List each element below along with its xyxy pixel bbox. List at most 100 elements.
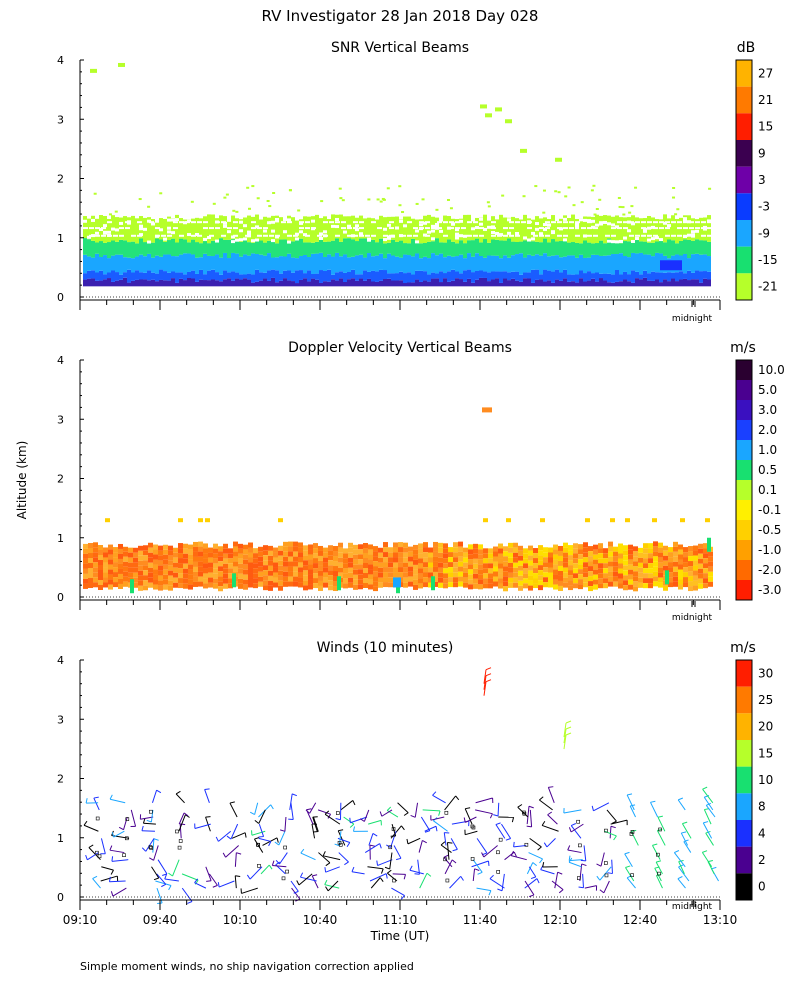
snr-cell xyxy=(435,238,439,256)
doppler-cell xyxy=(123,566,128,572)
doppler-cell xyxy=(448,552,453,558)
doppler-cell xyxy=(148,547,153,553)
doppler-cell xyxy=(663,550,668,556)
doppler-cell xyxy=(138,570,143,576)
snr-speckle xyxy=(567,186,571,189)
snr-gap xyxy=(251,227,256,230)
doppler-cell xyxy=(203,578,208,584)
snr-cell xyxy=(691,272,695,280)
wind-barb-flag xyxy=(222,852,227,858)
doppler-cell xyxy=(388,572,393,578)
wind-barb xyxy=(513,844,527,848)
snr-cell xyxy=(595,243,599,255)
doppler-cell xyxy=(268,575,273,581)
snr-gap xyxy=(443,234,448,237)
snr-cell xyxy=(655,279,659,287)
wind-barb-flag xyxy=(424,830,430,833)
snr-cell xyxy=(663,272,667,280)
snr-cell xyxy=(611,282,615,287)
doppler-cell xyxy=(358,564,363,570)
snr-gap xyxy=(255,238,259,242)
snr-cell xyxy=(351,269,355,279)
wind-barb-flag xyxy=(510,850,515,856)
doppler-cell xyxy=(168,570,173,576)
doppler-cell xyxy=(88,573,93,579)
snr-cloud-patch xyxy=(495,107,502,112)
doppler-cell xyxy=(413,554,418,560)
snr-cell xyxy=(463,243,467,259)
snr-cell xyxy=(391,239,395,256)
snr-cell xyxy=(623,241,627,256)
doppler-cell xyxy=(483,558,488,564)
snr-gap xyxy=(683,221,688,224)
doppler-cell xyxy=(518,545,523,551)
snr-gap xyxy=(545,227,550,230)
colorbar-segment xyxy=(736,440,752,460)
doppler-cell xyxy=(703,553,708,559)
wind-barb-flag xyxy=(85,798,88,804)
snr-cell xyxy=(247,255,251,274)
wind-calm-marker xyxy=(125,817,130,821)
wind-barb-flag xyxy=(422,840,427,844)
snr-gap xyxy=(163,237,167,241)
snr-gap xyxy=(355,224,359,228)
snr-gap xyxy=(587,221,592,224)
snr-cell xyxy=(439,253,443,272)
snr-cell xyxy=(199,243,203,258)
wind-barb xyxy=(123,816,128,830)
doppler-cell xyxy=(538,545,543,551)
doppler-cell xyxy=(533,568,538,574)
snr-cell xyxy=(275,257,279,271)
wind-barb-flag xyxy=(235,875,241,877)
snr-gap xyxy=(83,227,88,230)
doppler-cell xyxy=(158,545,163,551)
doppler-cell xyxy=(608,571,613,577)
doppler-cell xyxy=(653,546,658,552)
doppler-cell xyxy=(678,559,683,565)
doppler-cell xyxy=(473,563,478,569)
doppler-cell xyxy=(628,549,633,555)
snr-cell xyxy=(223,279,227,287)
colorbar-segment xyxy=(736,246,752,274)
wind-barb-flag xyxy=(513,841,515,847)
snr-gap xyxy=(593,234,598,237)
wind-barb xyxy=(443,832,447,846)
snr-gap xyxy=(283,230,287,234)
doppler-cell xyxy=(478,574,483,580)
doppler-cell xyxy=(248,567,253,573)
wind-barb xyxy=(230,823,239,840)
snr-cell xyxy=(415,270,419,280)
snr-cell xyxy=(315,241,319,254)
snr-cell xyxy=(127,269,131,283)
doppler-cell xyxy=(208,577,213,583)
snr-cell xyxy=(307,270,311,282)
x-tick-label: 13:10 xyxy=(703,913,738,927)
wind-barb xyxy=(528,866,537,878)
snr-cell xyxy=(555,218,559,242)
doppler-cell xyxy=(648,583,653,589)
doppler-cell xyxy=(468,569,473,575)
wind-barb xyxy=(610,819,628,825)
doppler-cell xyxy=(568,545,573,551)
wind-barb xyxy=(524,880,535,896)
doppler-top-speck xyxy=(483,518,488,523)
snr-speckle xyxy=(223,196,227,199)
doppler-cell xyxy=(588,556,593,562)
wind-barb xyxy=(258,809,266,824)
snr-gap xyxy=(295,232,299,236)
doppler-cell xyxy=(473,558,478,564)
snr-gap xyxy=(695,229,699,233)
doppler-cell xyxy=(153,559,158,565)
doppler-cell xyxy=(573,558,578,564)
snr-cell xyxy=(243,278,247,287)
snr-cell xyxy=(291,281,295,287)
snr-cell xyxy=(259,219,263,241)
doppler-cell xyxy=(523,558,528,564)
snr-cell xyxy=(619,217,623,244)
wind-barb xyxy=(254,838,264,853)
snr-gap xyxy=(125,227,130,230)
snr-gap xyxy=(647,227,652,230)
wind-barb-flag xyxy=(529,894,535,898)
snr-gap xyxy=(389,227,394,230)
wind-barb xyxy=(205,816,211,832)
